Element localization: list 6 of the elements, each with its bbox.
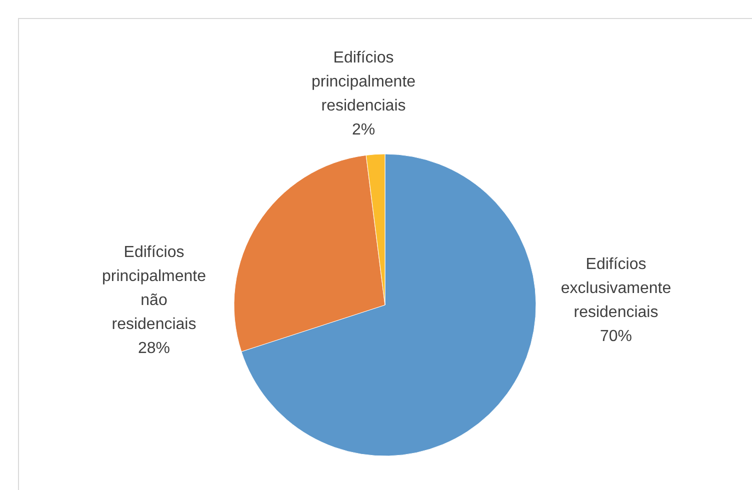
- slice-label: Edifícios principalmente residenciais: [311, 49, 416, 114]
- data-label: 70%: [600, 328, 632, 345]
- slice-label: Edifícios principalmente não residenciais: [102, 244, 206, 333]
- slice-label: Edifícios exclusivamente residenciais: [560, 256, 672, 321]
- data-label: 28%: [138, 340, 170, 357]
- data-label: 2%: [352, 121, 376, 138]
